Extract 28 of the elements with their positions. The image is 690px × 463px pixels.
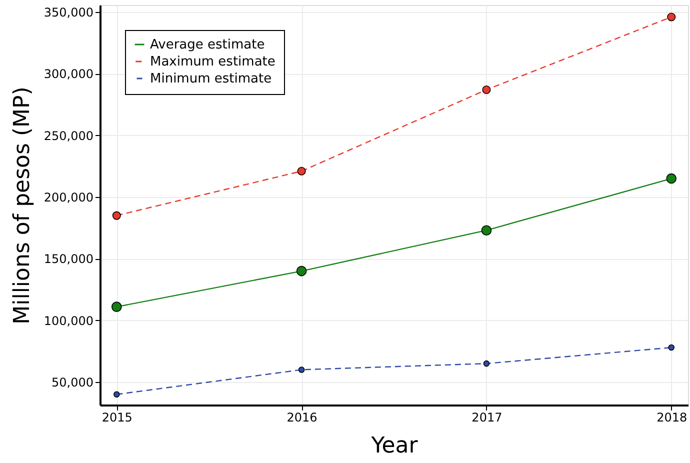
point xyxy=(114,391,120,398)
x-tick-label: 2015 xyxy=(102,410,132,424)
legend-label: Average estimate xyxy=(150,38,265,52)
point xyxy=(666,173,676,184)
y-tick-label: 350,000 xyxy=(44,6,94,20)
point xyxy=(668,344,674,351)
y-tick-label: 250,000 xyxy=(44,128,94,143)
point xyxy=(483,360,490,367)
point xyxy=(667,12,676,22)
y-axis-title: Millions of pesos (MP) xyxy=(10,86,35,324)
point xyxy=(298,366,305,373)
legend-label: Maximum estimate xyxy=(150,54,276,70)
y-tick-label: 200,000 xyxy=(44,190,94,205)
point xyxy=(297,166,306,176)
x-axis-title: Year xyxy=(370,434,419,458)
y-tick-label: 50,000 xyxy=(52,376,94,390)
y-tick-label: 100,000 xyxy=(44,314,94,328)
point xyxy=(296,266,307,276)
legend-label: Minimum estimate xyxy=(150,72,272,86)
x-tick-label: 2018 xyxy=(656,410,688,424)
y-tick-label: 150,000 xyxy=(44,252,94,266)
point xyxy=(482,85,491,94)
y-tick-label: 300,000 xyxy=(44,67,94,82)
point xyxy=(112,211,121,220)
x-tick-label: 2016 xyxy=(286,410,318,424)
point xyxy=(112,302,122,312)
x-tick-label: 2017 xyxy=(472,410,502,424)
point xyxy=(481,225,492,236)
